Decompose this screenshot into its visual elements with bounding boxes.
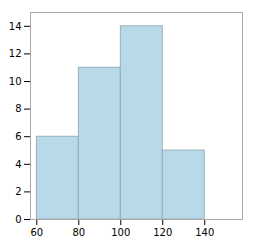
- svg-text:14: 14: [9, 21, 22, 32]
- svg-text:80: 80: [72, 227, 85, 238]
- svg-text:4: 4: [15, 159, 21, 170]
- svg-text:8: 8: [15, 103, 21, 114]
- svg-text:12: 12: [9, 48, 22, 59]
- svg-text:120: 120: [153, 227, 172, 238]
- svg-text:2: 2: [15, 186, 21, 197]
- svg-text:60: 60: [30, 227, 43, 238]
- svg-text:6: 6: [15, 131, 21, 142]
- svg-text:100: 100: [111, 227, 130, 238]
- svg-text:10: 10: [9, 76, 22, 87]
- svg-text:0: 0: [15, 214, 21, 225]
- svg-text:140: 140: [195, 227, 214, 238]
